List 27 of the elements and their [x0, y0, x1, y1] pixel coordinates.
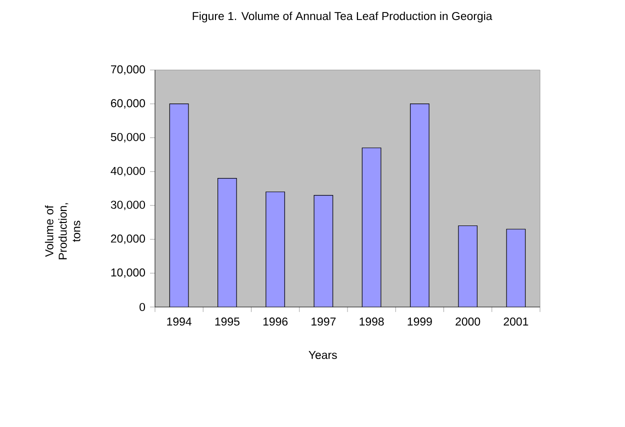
x-tick-label: 2000	[456, 318, 480, 326]
x-tick-label: 1996	[263, 318, 288, 326]
bar	[170, 104, 188, 307]
bar	[458, 226, 478, 307]
y-tick-label: 40,000	[110, 166, 146, 176]
y-tick-label: 20,000	[111, 234, 146, 244]
y-axis-title: Volume of Production, tons	[44, 203, 80, 260]
x-tick-label: 1998	[360, 318, 384, 326]
chart-title: Figure 1. Volume of Annual Tea Leaf Production in Georgia	[192, 12, 492, 22]
y-tick-label: 70,000	[111, 65, 146, 75]
x-tick-label: 1999	[408, 318, 432, 326]
y-tick-label: 10,000	[111, 268, 146, 278]
x-tick-label: 1997	[312, 318, 336, 326]
y-tick-label: 30,000	[110, 200, 146, 210]
bar	[362, 148, 381, 307]
x-tick-label: 1994	[167, 318, 192, 326]
y-tick-label: 50,000	[110, 132, 146, 142]
bar	[506, 228, 526, 307]
x-axis-title: Years	[308, 351, 337, 359]
bar	[314, 195, 333, 307]
y-tick-label: 0	[140, 302, 146, 312]
x-tick-label: 1995	[215, 318, 240, 326]
y-tick-label: 60,000	[111, 99, 146, 109]
bar	[266, 192, 285, 307]
x-tick-label: 2001	[504, 318, 528, 326]
bar	[218, 178, 237, 307]
bar	[410, 104, 430, 307]
